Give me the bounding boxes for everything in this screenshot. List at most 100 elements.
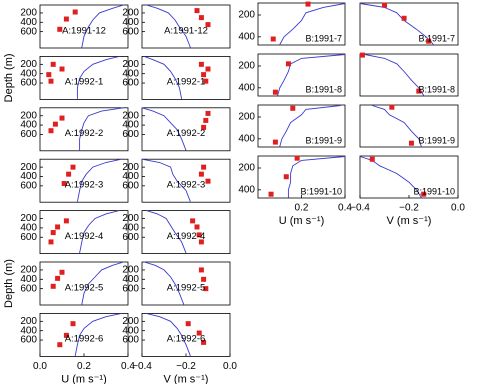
y-tick-label: 600: [122, 283, 139, 294]
y-tick-label: 600: [122, 180, 139, 191]
y-tick-label: 600: [20, 283, 37, 294]
x-tick-label: 0.2: [295, 203, 309, 214]
panel-frame: [141, 4, 231, 49]
panel: B:1991-9: [359, 104, 459, 148]
x-axis-label: V (m s⁻¹): [164, 373, 209, 384]
y-tick-label: 400: [238, 31, 255, 42]
profile-line: [76, 55, 120, 99]
y-tick-label: 200: [20, 213, 37, 224]
panel: 200 400 B:1991-8: [238, 53, 346, 97]
panel-label: A:1992-6: [167, 334, 206, 345]
observation-point: [48, 78, 54, 84]
profile-line: [76, 158, 122, 202]
panel-label: A:1992-1: [65, 77, 104, 88]
profile-line: [359, 156, 422, 198]
panel-label: B:1991-7: [418, 33, 455, 43]
x-tick-label: 0.4: [121, 361, 135, 372]
observation-point: [203, 286, 209, 292]
observation-point: [66, 171, 72, 177]
observation-point: [389, 104, 395, 110]
panel-label: A:1991-12: [164, 25, 208, 36]
observation-point: [46, 72, 52, 78]
observation-point: [196, 330, 202, 336]
observation-point: [57, 342, 63, 348]
x-tick-label: 0.2: [77, 361, 91, 372]
observation-point: [50, 61, 56, 67]
panel-frame: [39, 210, 129, 255]
observation-point: [59, 269, 65, 275]
profile-line: [74, 312, 122, 356]
y-tick-label: 200: [122, 59, 139, 70]
profile-line: [146, 210, 187, 254]
panel-label: A:1992-2: [65, 128, 104, 139]
y-tick-label: 600: [20, 129, 37, 140]
y-tick-label: 200: [238, 61, 255, 72]
observation-point: [285, 61, 291, 67]
observation-point: [63, 218, 69, 224]
panel-frame: [141, 158, 231, 203]
observation-point: [201, 276, 207, 282]
x-axis-label: U (m s⁻¹): [61, 373, 107, 384]
panel-label: B:1991-8: [418, 84, 455, 94]
y-tick-label: 600: [20, 78, 37, 89]
y-tick-label: 200: [122, 316, 139, 327]
panel-frame: [39, 158, 129, 203]
y-tick-label: 400: [122, 17, 139, 28]
x-tick-label: 0.0: [451, 203, 465, 214]
panel-label: A:1992-4: [167, 231, 206, 242]
observation-point: [57, 26, 63, 32]
observation-point: [205, 110, 211, 116]
panel-label: B:1991-9: [418, 135, 455, 145]
observation-point: [369, 156, 375, 162]
observation-point: [198, 239, 204, 245]
y-tick-label: 200: [238, 112, 255, 123]
profile-line: [277, 54, 346, 96]
x-tick-label: 0.0: [33, 361, 47, 372]
observation-point: [50, 230, 56, 236]
y-tick-label: 200: [20, 8, 37, 19]
profile-line: [146, 312, 191, 357]
observation-point: [205, 178, 211, 184]
panel-frame: [39, 56, 129, 100]
y-tick-label: 600: [122, 78, 139, 89]
panel-frame: [257, 53, 346, 97]
observation-point: [198, 15, 204, 21]
observation-point: [270, 36, 276, 42]
y-tick-label: 400: [238, 82, 255, 93]
observation-point: [48, 128, 54, 134]
panel-frame: [141, 107, 231, 152]
y-tick-label: 400: [20, 17, 37, 28]
y-tick-label: 200: [122, 162, 139, 173]
panel-frame: [141, 261, 231, 306]
y-tick-label: 400: [20, 223, 37, 234]
observation-point: [201, 164, 207, 170]
panel-frame: [141, 210, 231, 255]
panel-label: B:1991-10: [413, 186, 455, 196]
observation-point: [63, 16, 69, 22]
y-tick-label: 600: [20, 180, 37, 191]
y-tick-label: 400: [20, 274, 37, 285]
profile-line: [144, 55, 183, 99]
panel-frame: [359, 104, 459, 148]
panel-frame: [257, 2, 346, 46]
panel: −0.4 −0.2 0.0 V (m s⁻¹) B:1991-10: [350, 155, 465, 227]
panel: B:1991-7: [359, 2, 459, 46]
observation-point: [50, 283, 56, 289]
y-tick-label: 600: [122, 232, 139, 243]
observation-point: [205, 66, 211, 72]
x-tick-label: −0.4: [132, 361, 152, 372]
y-tick-label: 400: [238, 133, 255, 144]
observation-point: [382, 2, 387, 8]
observation-point: [305, 1, 311, 7]
observation-point: [359, 52, 365, 58]
observation-point: [185, 321, 191, 327]
panel-frame: [39, 107, 129, 152]
observation-point: [201, 124, 207, 130]
observation-point: [70, 164, 76, 170]
panel-label: A:1992-5: [167, 282, 206, 293]
